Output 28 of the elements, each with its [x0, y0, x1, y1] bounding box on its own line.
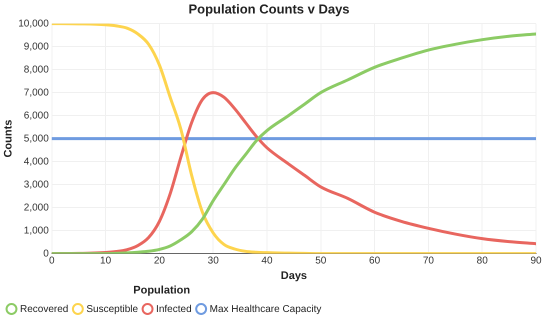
x-tick-label: 40 — [261, 255, 273, 266]
y-tick-label: 1,000 — [24, 225, 50, 236]
legend-label: Susceptible — [86, 304, 138, 315]
y-axis-title: Counts — [2, 120, 15, 158]
x-tick-label: 50 — [315, 255, 327, 266]
y-tick-label: 0 — [43, 248, 50, 260]
y-tick-label: 4,000 — [24, 156, 50, 168]
y-tick-label: 7,000 — [24, 87, 50, 98]
x-axis-title: Days — [280, 270, 308, 282]
y-tick-label: 6,000 — [24, 110, 50, 122]
y-tick-label: 2,000 — [24, 202, 50, 214]
legend-label: Recovered — [20, 304, 68, 315]
x-tick-label: 70 — [422, 255, 434, 266]
x-tick-label: 10 — [100, 255, 112, 266]
chart-title: Population Counts v Days — [188, 1, 350, 16]
y-tick-label: 3,000 — [24, 179, 50, 190]
y-tick-label: 5,000 — [24, 133, 50, 144]
x-tick-label: 90 — [530, 255, 542, 266]
x-tick-label: 30 — [208, 255, 220, 266]
legend-title: Population — [133, 284, 190, 296]
x-tick-label: 20 — [154, 255, 166, 266]
legend-label: Max Healthcare Capacity — [210, 304, 322, 315]
y-tick-label: 8,000 — [24, 64, 50, 76]
y-tick-label: 10,000 — [18, 18, 50, 30]
legend-label: Infected — [156, 304, 192, 315]
y-tick-label: 9,000 — [24, 41, 50, 52]
x-tick-label: 80 — [476, 255, 488, 266]
x-tick-label: 60 — [369, 255, 381, 266]
